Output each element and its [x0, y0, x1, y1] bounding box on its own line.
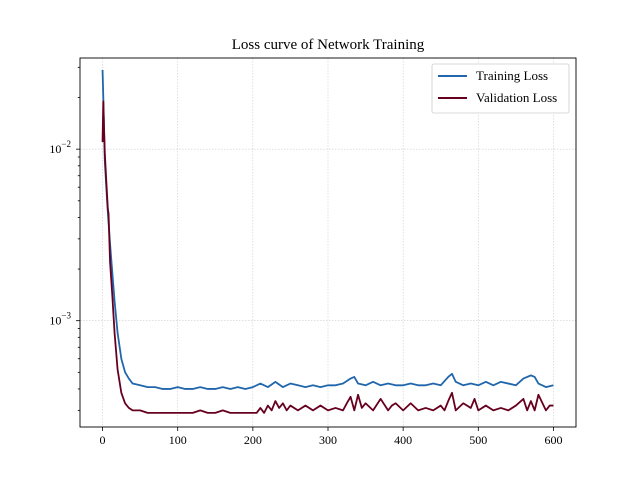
x-tick-label: 200 [244, 433, 262, 447]
axis-ticks: 0 100 200 300 400 500 600 10−3 10−2 [49, 66, 562, 447]
series-lines [101, 69, 554, 414]
x-tick-label: 300 [319, 433, 337, 447]
x-tick-label: 400 [394, 433, 412, 447]
training-loss-line [101, 69, 554, 390]
x-tick-label: 0 [100, 433, 106, 447]
x-tick-label: 100 [169, 433, 187, 447]
legend: Training Loss Validation Loss [431, 63, 570, 114]
x-tick-label: 500 [469, 433, 487, 447]
legend-label-training: Training Loss [476, 68, 548, 83]
y-tick-label: 10−3 [49, 311, 71, 328]
validation-loss-line [101, 100, 554, 414]
chart-title: Loss curve of Network Training [232, 37, 425, 53]
y-tick-label: 10−2 [49, 139, 71, 156]
x-tick-label: 600 [544, 433, 562, 447]
grid [80, 58, 576, 427]
legend-label-validation: Validation Loss [476, 90, 557, 105]
